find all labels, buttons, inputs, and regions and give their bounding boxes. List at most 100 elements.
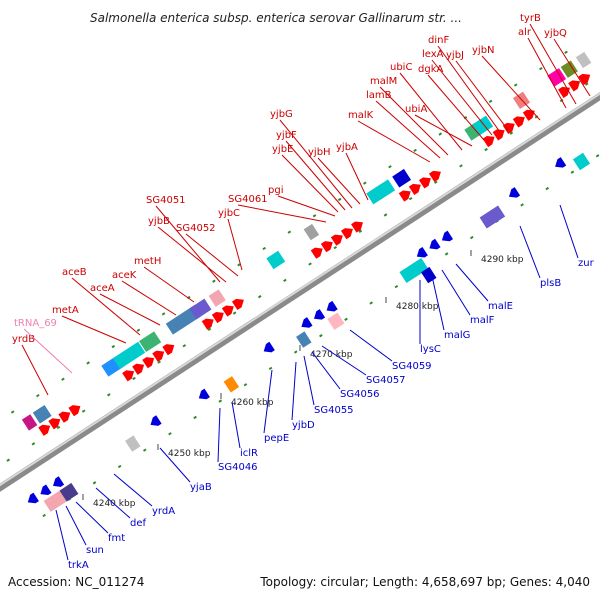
gene-label-yjbQ[interactable]: yjbQ: [544, 28, 567, 39]
gene-label-metA[interactable]: metA: [52, 305, 79, 316]
gene-label-yjbG[interactable]: yjbG: [270, 109, 293, 120]
gene-leader-line: [375, 100, 441, 159]
gene-block: [208, 289, 226, 307]
gene-label-dgkA[interactable]: dgkA: [418, 64, 443, 75]
gene-leader-line: [431, 59, 493, 136]
gene-label-sun[interactable]: sun: [86, 545, 104, 556]
gene-label-aceB[interactable]: aceB: [62, 267, 87, 278]
gene-label-yjbH[interactable]: yjbH: [308, 147, 331, 158]
gene-leader-line: [277, 195, 336, 217]
gene-block: [189, 298, 212, 320]
gene-label-metH[interactable]: metH: [134, 256, 161, 267]
gene-leader-line: [311, 351, 341, 390]
gene-block: [21, 414, 38, 431]
gene-label-yjbN[interactable]: yjbN: [472, 45, 495, 56]
gene-label-SG4046[interactable]: SG4046: [218, 462, 258, 473]
gene-block: [112, 341, 146, 370]
gene-label-fmt[interactable]: fmt: [108, 533, 125, 544]
track-tick: [92, 481, 97, 485]
gene-leader-line: [61, 315, 127, 344]
track-tick: [509, 131, 514, 135]
gene-label-ubiC[interactable]: ubiC: [390, 62, 412, 73]
backbone: [0, 92, 600, 492]
gene-label-ubiA[interactable]: ubiA: [405, 104, 427, 115]
reverse-gene-arrow: [326, 300, 338, 312]
track-tick: [283, 278, 287, 283]
gene-label-dinF[interactable]: dinF: [428, 35, 449, 46]
track-tick: [161, 312, 166, 316]
gene-label-yjbA[interactable]: yjbA: [336, 142, 358, 153]
gene-label-tyrB[interactable]: tyrB: [520, 13, 541, 24]
gene-label-def[interactable]: def: [130, 518, 147, 529]
gene-leader-line: [113, 473, 153, 507]
gene-label-SG4059[interactable]: SG4059: [392, 361, 432, 372]
gene-label-malE[interactable]: malE: [488, 301, 513, 312]
gene-label-trkA[interactable]: trkA: [68, 560, 89, 571]
track-tick: [36, 393, 40, 398]
forward-gene-arrow: [162, 344, 175, 356]
gene-label-plsB[interactable]: plsB: [540, 278, 561, 289]
forward-gene-arrow: [482, 135, 495, 148]
gene-label-malK[interactable]: malK: [348, 110, 374, 121]
gene-label-lexA[interactable]: lexA: [422, 49, 444, 60]
gene-label-yjbB[interactable]: yjbB: [148, 216, 170, 227]
gene-label-SG4051[interactable]: SG4051: [146, 195, 186, 206]
track-tick: [394, 284, 399, 289]
gene-label-iclR[interactable]: iclR: [240, 448, 258, 459]
gene-block: [399, 257, 429, 284]
gene-leader-line: [237, 204, 327, 223]
gene-label-yrdA[interactable]: yrdA: [152, 506, 175, 517]
gene-leader-line: [99, 293, 161, 326]
gene-label-aceK[interactable]: aceK: [112, 270, 137, 281]
gene-label-yrdB[interactable]: yrdB: [12, 334, 35, 345]
reverse-gene-arrow: [263, 341, 275, 353]
gene-label-yjaB[interactable]: yjaB: [190, 482, 212, 493]
track-tick: [584, 82, 589, 86]
gene-label-pgi[interactable]: pgi: [268, 185, 283, 196]
track-tick: [86, 361, 90, 365]
gene-label-zur[interactable]: zur: [578, 258, 595, 269]
reverse-gene-arrow: [301, 317, 313, 328]
track-tick: [363, 181, 367, 185]
track-tick: [132, 376, 136, 381]
gene-label-lysC[interactable]: lysC: [420, 344, 441, 355]
gene-label-tRNA_69[interactable]: tRNA_69: [14, 318, 57, 329]
gene-label-yjbJ[interactable]: yjbJ: [446, 50, 464, 61]
gene-label-pepE[interactable]: pepE: [264, 433, 289, 444]
gene-leader-line: [303, 355, 315, 406]
genome-summary: Topology: circular; Length: 4,658,697 bp…: [259, 575, 590, 589]
kbp-tick-label: 4260 kbp: [231, 398, 274, 408]
gene-label-malM[interactable]: malM: [370, 76, 397, 87]
track-tick: [136, 328, 141, 332]
forward-gene-arrow: [492, 129, 505, 141]
track-tick: [56, 425, 61, 430]
gene-block: [32, 405, 52, 424]
gene-label-alr[interactable]: alr: [518, 27, 532, 38]
track-tick: [287, 230, 292, 234]
forward-gene-arrow: [221, 305, 234, 317]
track-tick: [142, 448, 147, 452]
track-tick: [484, 147, 488, 152]
gene-label-yjbC[interactable]: yjbC: [218, 208, 240, 219]
gene-label-SG4057[interactable]: SG4057: [366, 375, 406, 386]
gene-label-SG4055[interactable]: SG4055: [314, 405, 354, 416]
gene-label-malG[interactable]: malG: [444, 330, 470, 341]
gene-block: [392, 168, 412, 188]
track-tick: [117, 464, 122, 469]
gene-label-malF[interactable]: malF: [470, 315, 495, 326]
gene-label-SG4061[interactable]: SG4061: [228, 194, 268, 205]
gene-label-yjbE[interactable]: yjbE: [272, 144, 293, 155]
gene-label-aceA[interactable]: aceA: [90, 283, 115, 294]
gene-label-yjbF[interactable]: yjbF: [276, 130, 297, 141]
gene-label-yjbD[interactable]: yjbD: [292, 420, 315, 431]
gene-label-SG4056[interactable]: SG4056: [340, 389, 380, 400]
gene-leader-line: [217, 407, 221, 463]
gene-leader-line: [71, 277, 141, 336]
track-tick: [31, 442, 36, 446]
gene-leader-line: [431, 275, 445, 331]
gene-leader-line: [263, 369, 273, 434]
gene-label-lamB[interactable]: lamB: [366, 90, 392, 101]
gene-block: [125, 435, 141, 452]
gene-label-SG4052[interactable]: SG4052: [176, 223, 216, 234]
